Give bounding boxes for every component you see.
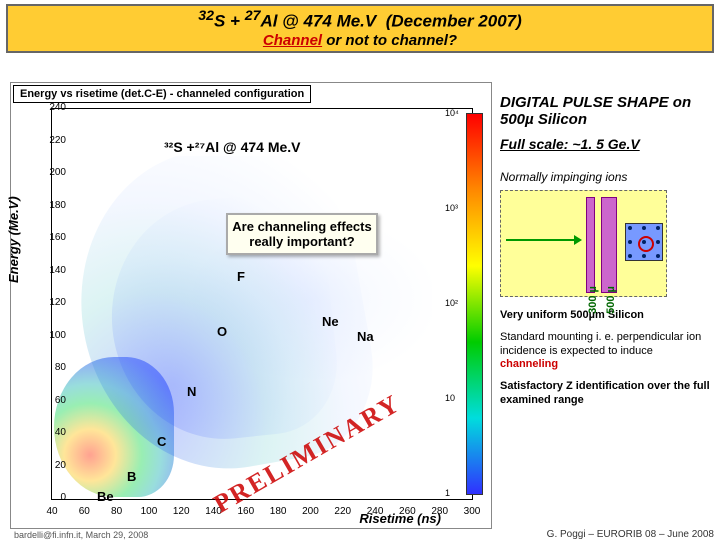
header-line2: Channel or not to channel? xyxy=(16,32,704,49)
x-tick: 80 xyxy=(102,506,132,517)
x-tick: 100 xyxy=(134,506,164,517)
y-tick: 60 xyxy=(36,395,66,406)
y-axis-label: Energy (Me.V) xyxy=(6,196,21,283)
element-label-n: N xyxy=(187,384,196,399)
element-label-be: Be xyxy=(97,489,114,504)
y-tick: 220 xyxy=(36,135,66,146)
right-title2: Full scale: ~1. 5 Ge.V xyxy=(500,136,712,152)
x-tick: 40 xyxy=(37,506,67,517)
layer1-label: 300 µ xyxy=(587,286,599,314)
detector-layer-500 xyxy=(601,197,617,293)
header-line1: 32S + 27Al @ 474 Me.V (December 2007) xyxy=(16,8,704,32)
colorbar-tick: 1 xyxy=(445,488,450,498)
element-label-b: B xyxy=(127,469,136,484)
y-tick: 180 xyxy=(36,200,66,211)
callout-box: Are channeling effects really important? xyxy=(226,213,378,255)
colorbar-tick: 10 xyxy=(445,393,455,403)
right-column: DIGITAL PULSE SHAPE on 500µ Silicon Full… xyxy=(500,94,712,416)
note-zid: Satisfactory Z identification over the f… xyxy=(500,380,712,408)
channel-word: Channel xyxy=(263,32,322,49)
y-tick: 120 xyxy=(36,297,66,308)
impinge-label: Normally impinging ions xyxy=(500,170,712,184)
header-banner: 32S + 27Al @ 474 Me.V (December 2007) Ch… xyxy=(6,4,714,53)
on-chart-title: ³²S +²⁷Al @ 474 Me.V xyxy=(161,138,304,156)
y-tick: 240 xyxy=(36,102,66,113)
y-tick: 140 xyxy=(36,265,66,276)
y-tick: 160 xyxy=(36,232,66,243)
x-axis-label: Risetime (ns) xyxy=(359,511,441,526)
y-tick: 0 xyxy=(36,492,66,503)
chart-container: Energy vs risetime (det.C-E) - channeled… xyxy=(10,82,492,529)
detector-diagram: 300 µ 500 µ xyxy=(500,190,667,297)
colorbar-tick: 10³ xyxy=(445,203,458,213)
element-label-f: F xyxy=(237,269,245,284)
element-label-c: C xyxy=(157,434,166,449)
colorbar-tick: 10² xyxy=(445,298,458,308)
x-tick: 60 xyxy=(69,506,99,517)
y-tick: 200 xyxy=(36,167,66,178)
header-rest: or not to channel? xyxy=(322,32,457,49)
footer-credit: G. Poggi – EURORIB 08 – June 2008 xyxy=(547,529,714,540)
y-tick: 100 xyxy=(36,330,66,341)
x-tick: 220 xyxy=(328,506,358,517)
right-title1: DIGITAL PULSE SHAPE on 500µ Silicon xyxy=(500,94,712,128)
colorbar: 11010²10³10⁴ xyxy=(466,113,483,495)
x-tick: 300 xyxy=(457,506,487,517)
footer-left: bardelli@fi.infn.it, March 29, 2008 xyxy=(14,530,148,540)
y-tick: 40 xyxy=(36,427,66,438)
detector-layer-300 xyxy=(586,197,595,293)
layer2-label: 500 µ xyxy=(605,286,617,314)
y-tick: 20 xyxy=(36,460,66,471)
x-tick: 200 xyxy=(295,506,325,517)
x-tick: 180 xyxy=(263,506,293,517)
element-label-na: Na xyxy=(357,329,374,344)
colorbar-tick: 10⁴ xyxy=(445,108,459,118)
chart-box-title: Energy vs risetime (det.C-E) - channeled… xyxy=(13,85,311,103)
element-label-ne: Ne xyxy=(322,314,339,329)
ion-arrow-icon xyxy=(506,239,576,241)
x-tick: 120 xyxy=(166,506,196,517)
ring-icon xyxy=(638,236,654,252)
plot-area: BeBCNOFNeNa 4060801001201401601802002202… xyxy=(51,108,473,500)
note-mounting: Standard mounting i. e. perpendicular io… xyxy=(500,331,712,372)
element-label-o: O xyxy=(217,324,227,339)
y-tick: 80 xyxy=(36,362,66,373)
